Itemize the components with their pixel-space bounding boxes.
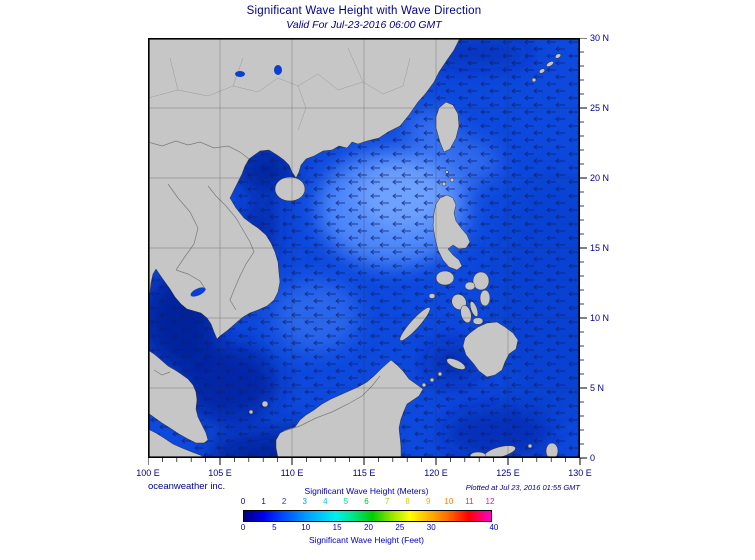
colorbar-feet-label: Significant Wave Height (Feet) — [309, 535, 424, 545]
lon-label-100e: 100 E — [136, 468, 160, 478]
island-natuna — [261, 400, 269, 408]
meters-tick: 0 — [240, 497, 246, 506]
colorbar-meters-label: Significant Wave Height (Meters) — [304, 486, 429, 496]
island-sangihe — [527, 443, 533, 449]
lat-label-25n: 25 N — [590, 103, 610, 113]
meters-tick: 7 — [384, 497, 390, 506]
island-calamian — [428, 293, 436, 299]
island-mindoro — [435, 270, 455, 286]
map-svg — [147, 37, 587, 465]
feet-tick: 10 — [301, 523, 311, 532]
lon-label-130e: 130 E — [568, 468, 592, 478]
meters-tick: 4 — [323, 497, 328, 506]
island-negros — [460, 304, 472, 324]
lake-tonle-sap — [190, 287, 206, 297]
map-canvas — [147, 37, 588, 466]
island-ryukyu-1 — [538, 68, 546, 74]
feet-tick: 40 — [489, 523, 499, 532]
zamboanga-peninsula — [446, 358, 466, 370]
island-palawan — [399, 307, 431, 341]
lakes — [190, 65, 282, 297]
feet-tick: 20 — [364, 523, 373, 532]
land-china-indochina — [148, 38, 461, 340]
land-sumatra — [148, 428, 207, 458]
island-samar — [472, 271, 490, 291]
lake-poyang — [274, 65, 282, 75]
island-sulawesi-tip — [469, 451, 487, 458]
island-babuyan-2 — [449, 177, 455, 183]
island-sulu-chain — [429, 377, 435, 383]
lon-label-115e: 115 E — [352, 468, 376, 478]
island-ryukyu-2 — [546, 61, 554, 67]
province-borders — [148, 47, 411, 131]
colorbar-feet-ticks: 0 5 10 15 20 25 30 40 — [240, 523, 499, 533]
axis-ticks — [147, 37, 587, 465]
island-batanes — [445, 170, 449, 174]
island-ryukyu-3 — [554, 53, 562, 59]
country-borders — [148, 140, 381, 432]
island-ryukyu-4 — [531, 77, 537, 83]
island-tawi-tawi — [421, 382, 427, 388]
island-halmahera — [545, 442, 559, 458]
map-frame — [148, 38, 580, 458]
meters-tick: 1 — [261, 497, 266, 506]
lake-dongting — [235, 71, 245, 77]
lat-label-0: 0 — [590, 453, 596, 463]
feet-tick: 0 — [240, 523, 246, 532]
island-anambas — [248, 409, 254, 415]
island-babuyan-1 — [441, 181, 447, 187]
meters-tick: 2 — [281, 497, 287, 506]
credit-text: oceanweather inc. — [148, 481, 226, 492]
meters-tick: 8 — [405, 497, 410, 506]
island-borneo — [275, 359, 424, 458]
colorbar-meters-ticks: 0 1 2 3 4 5 6 7 8 9 10 11 12 — [240, 497, 495, 507]
meters-tick: 12 — [485, 497, 495, 506]
island-hainan — [274, 176, 306, 202]
lon-label-120e: 120 E — [424, 468, 448, 478]
lat-label-30n: 30 N — [590, 33, 610, 43]
plotted-note: Plotted at Jul 23, 2016 01:55 GMT — [465, 483, 580, 492]
lon-label-125e: 125 E — [496, 468, 520, 478]
lat-label-15n: 15 N — [590, 243, 610, 253]
island-mindanao — [462, 321, 519, 378]
page-title: Significant Wave Height with Wave Direct… — [246, 5, 482, 17]
feet-tick: 25 — [395, 523, 405, 532]
land-malay-peninsula — [148, 349, 209, 444]
colorbar-gradient-bar — [243, 510, 492, 522]
landmass-layer — [148, 38, 562, 458]
meters-tick: 6 — [364, 497, 369, 506]
lat-lon-grid — [148, 38, 580, 458]
lon-label-110e: 110 E — [280, 468, 304, 478]
figure-header: Significant Wave Height with Wave Direct… — [148, 5, 580, 31]
island-jolo — [437, 371, 443, 377]
feet-tick: 5 — [272, 523, 277, 532]
island-leyte — [479, 289, 491, 307]
meters-tick: 3 — [302, 497, 307, 506]
lat-label-5n: 5 N — [590, 383, 605, 393]
meters-tick: 9 — [426, 497, 431, 506]
meters-tick: 11 — [465, 497, 474, 506]
valid-time-subtitle: Valid For Jul-23-2016 06:00 GMT — [286, 19, 442, 31]
meters-tick: 10 — [444, 497, 454, 506]
lon-label-105e: 105 E — [208, 468, 232, 478]
island-bohol — [472, 317, 484, 325]
lat-label-10n: 10 N — [590, 313, 610, 323]
feet-tick: 30 — [426, 523, 436, 532]
feet-tick: 15 — [332, 523, 342, 532]
island-masbate — [464, 281, 476, 291]
lat-label-20n: 20 N — [590, 173, 610, 183]
island-cebu — [469, 301, 479, 317]
meters-tick: 5 — [343, 497, 349, 506]
island-luzon — [432, 194, 471, 271]
